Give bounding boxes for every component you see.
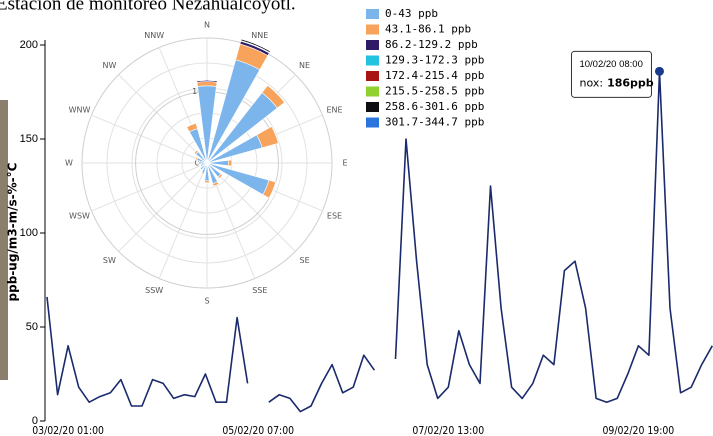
rose-segment [267,85,285,103]
legend-swatch [366,117,379,128]
legend-label: 301.7-344.7 ppb [385,116,484,129]
rose-direction-label: NE [299,61,310,70]
legend-swatch [366,24,379,35]
y-axis-label: ppb-ug/m3-m/s-%-°C [6,162,20,301]
rose-segment [227,159,233,167]
legend-label: 0-43 ppb [385,7,438,20]
rose-direction-label: NW [102,61,116,70]
rose-spoke [158,162,208,279]
legend-label: 172.4-215.4 ppb [385,69,484,82]
y-tick-label: 200 [20,39,38,51]
rose-segment [195,156,197,160]
rose-direction-label: E [342,159,347,168]
rose-segment [213,183,220,187]
rose-direction-label: S [204,297,209,306]
legend-swatch [366,71,379,81]
rose-spoke [118,74,208,164]
tooltip-series: nox: [579,76,603,89]
rose-segment [199,164,202,167]
legend-label: 129.3-172.3 ppb [385,54,484,67]
chart-title: Estación de monitoreo Nezahualcoyotl. [0,0,296,14]
x-tick-label: 03/02/20 01:00 [32,426,104,436]
x-tick-label: 05/02/20 07:00 [222,426,294,436]
rose-direction-label: SE [300,256,310,265]
photo-strip [0,100,8,380]
wind-rose: NNNENEENEEESESESSESSSWSWWSWWWNWNWNNW0%10… [65,7,484,306]
y-tick-label: 50 [26,321,38,333]
x-tick-label: 07/02/20 13:00 [412,426,484,436]
rose-spoke [91,162,208,212]
legend-swatch [366,55,379,66]
legend-swatch [366,102,379,112]
rose-spoke [118,162,208,252]
rose-direction-label: ESE [327,211,342,220]
tooltip-value: nox: 186ppb [579,76,653,89]
rose-direction-label: WSW [69,211,90,220]
legend-label: 258.6-301.6 ppb [385,100,484,113]
y-tick-label: 100 [20,227,38,239]
tooltip-number: 186ppb [607,76,654,89]
y-tick-label: 0 [32,415,38,427]
tooltip-box [570,50,652,98]
rose-direction-label: SSW [145,286,163,295]
rose-direction-label: ENE [326,106,342,115]
legend-label: 215.5-258.5 ppb [385,85,484,98]
legend-label: 86.2-129.2 ppb [385,38,478,51]
rose-direction-label: NNW [144,31,164,40]
rose-segment [271,126,279,144]
rose-spoke [91,114,208,164]
data-line [46,70,713,413]
rose-direction-label: SSE [252,286,267,295]
legend-label: 43.1-86.1 ppb [385,23,471,36]
legend-swatch [366,86,379,97]
rose-segment [200,173,204,175]
tooltip-title: 10/02/20 08:00 [579,59,642,70]
x-tick-label: 09/02/20 19:00 [602,426,674,436]
tooltip-marker [654,66,664,76]
legend-swatch [366,9,379,19]
y-tick-label: 150 [20,133,38,145]
rose-direction-label: W [65,159,73,168]
rose-direction-label: WNW [69,106,91,115]
rose-segment [199,168,202,171]
rose-direction-label: N [204,21,210,30]
rose-direction-label: NNE [251,31,268,40]
rose-segment [196,81,218,87]
rose-direction-label: SW [103,256,116,265]
legend-swatch [366,40,379,50]
rose-spoke [206,162,296,252]
